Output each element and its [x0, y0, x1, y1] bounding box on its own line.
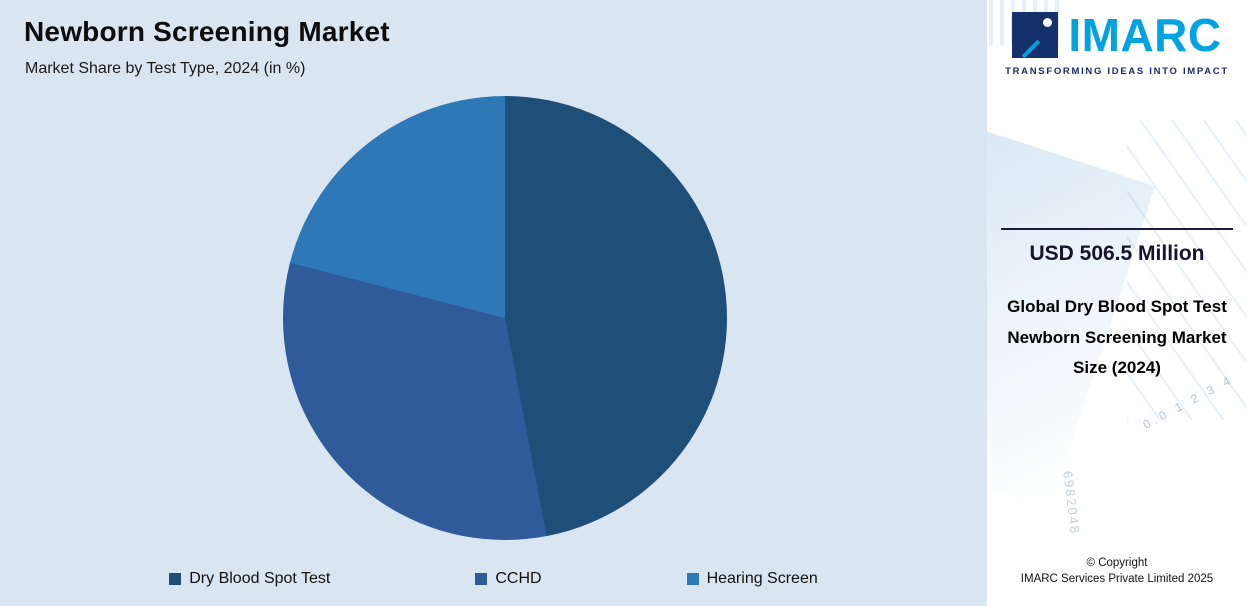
imarc-logo-icon — [1012, 12, 1059, 59]
stat-value: USD 506.5 Million — [1029, 242, 1205, 265]
chart-legend: Dry Blood Spot Test CCHD Hearing Screen — [0, 570, 987, 588]
pie-chart — [283, 96, 727, 540]
decorative-watermark-numbers: 6982048 — [1060, 470, 1083, 536]
chart-area: Newborn Screening Market Market Share by… — [0, 0, 987, 606]
info-panel: 0.0 1 2 3 4 6982048 IMARC TRANSFORMING I… — [987, 0, 1247, 606]
logo-dot-icon — [1043, 18, 1053, 27]
decorative-lines-graphic — [1127, 120, 1247, 420]
stat-block: USD 506.5 Million Global Dry Blood Spot … — [1001, 228, 1233, 384]
legend-item-dry-blood-spot-test: Dry Blood Spot Test — [169, 570, 330, 588]
chart-title: Newborn Screening Market — [24, 16, 390, 47]
legend-item-cchd: CCHD — [475, 570, 542, 588]
chart-subtitle: Market Share by Test Type, 2024 (in %) — [25, 60, 306, 77]
logo-text: IMARC — [1068, 9, 1222, 61]
copyright-notice: © Copyright IMARC Services Private Limit… — [987, 555, 1247, 588]
legend-swatch-dry-blood-spot-test — [169, 573, 182, 585]
copyright-line-2: IMARC Services Private Limited 2025 — [1020, 573, 1214, 586]
legend-swatch-hearing-screen — [686, 573, 699, 585]
stat-label: Global Dry Blood Spot Test Newborn Scree… — [1007, 297, 1227, 378]
legend-swatch-cchd — [475, 573, 488, 585]
legend-label: Dry Blood Spot Test — [189, 570, 331, 587]
logo-tagline: TRANSFORMING IDEAS INTO IMPACT — [1005, 66, 1229, 77]
copyright-line-1: © Copyright — [1086, 556, 1148, 569]
legend-label: CCHD — [495, 570, 542, 587]
legend-label: Hearing Screen — [706, 570, 818, 587]
logo-slash-icon — [1022, 39, 1041, 59]
legend-item-hearing-screen: Hearing Screen — [686, 570, 818, 588]
imarc-logo: IMARC TRANSFORMING IDEAS INTO IMPACT — [1001, 12, 1233, 77]
